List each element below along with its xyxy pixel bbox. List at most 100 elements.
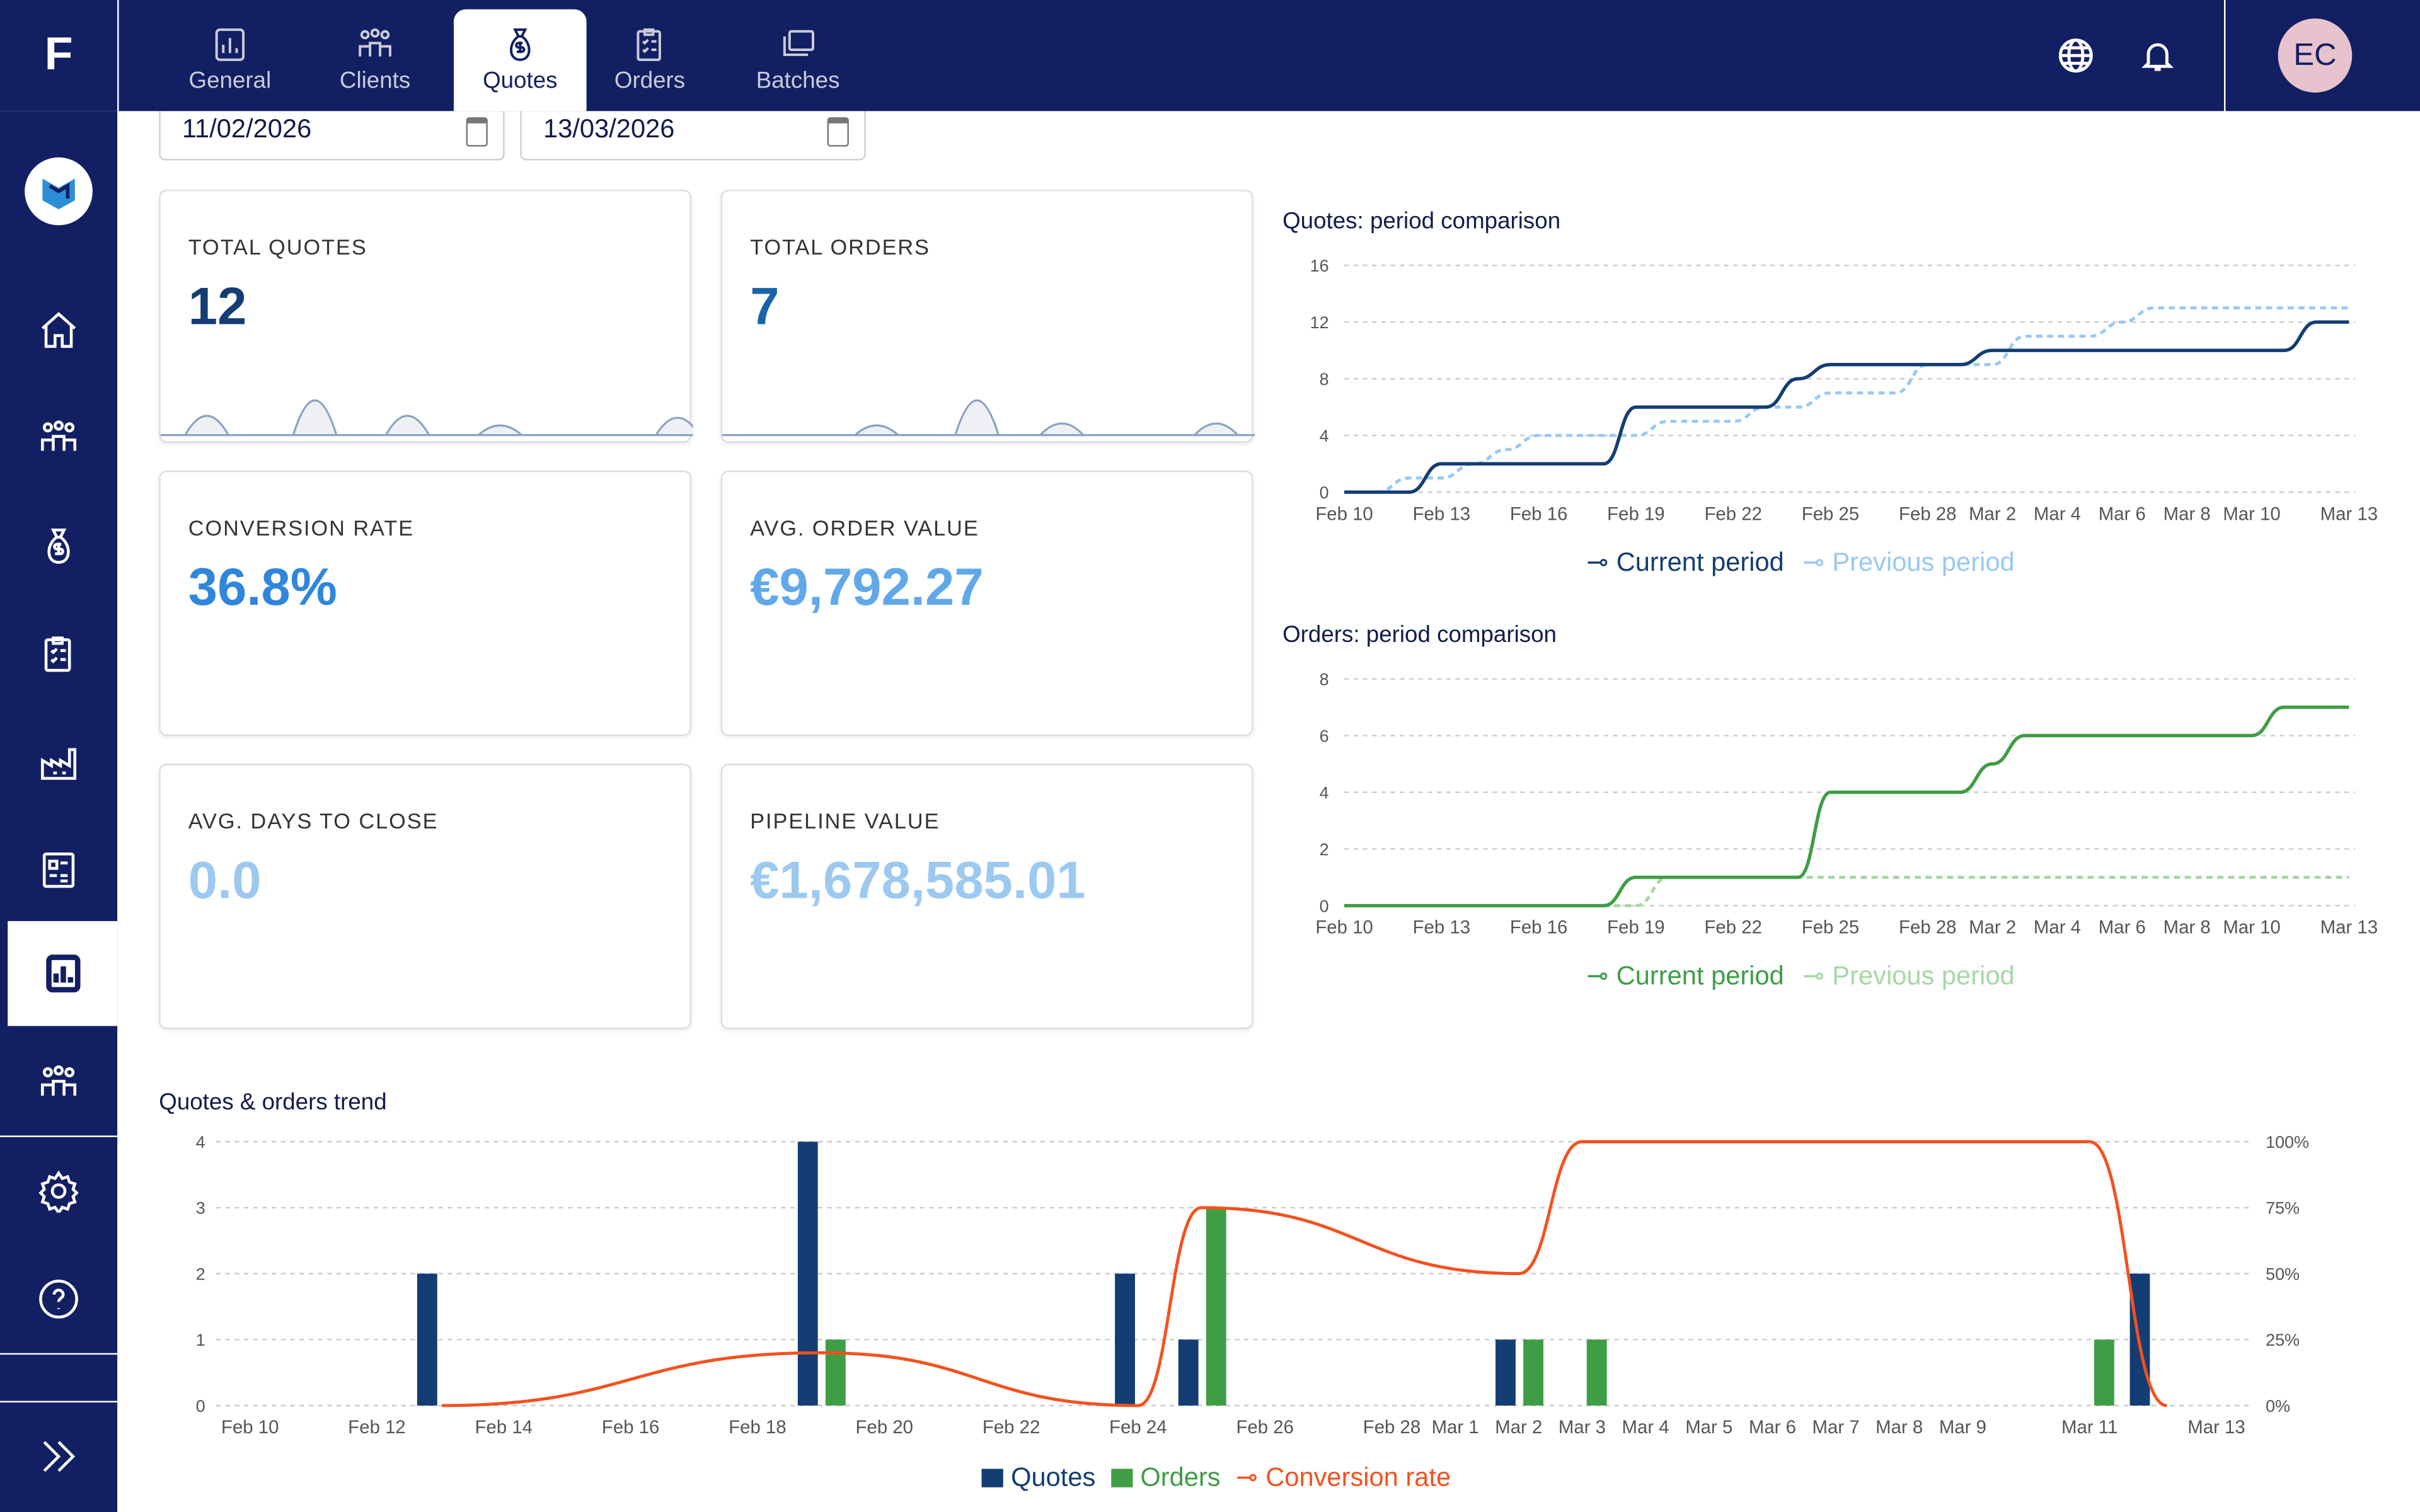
sidebar-item-gear[interactable] [0, 1138, 117, 1244]
x-tick-label: Feb 28 [1363, 1417, 1420, 1438]
sidebar-item-factory[interactable] [0, 710, 117, 815]
sidebar-item-help[interactable] [0, 1247, 117, 1352]
x-tick-label: Mar 8 [2164, 503, 2211, 524]
tab-label: General [188, 67, 272, 94]
sidebar-item-bar-chart[interactable] [8, 921, 118, 1026]
calendar-icon[interactable] [466, 117, 488, 147]
end-date-input[interactable]: 13/03/2026 [520, 111, 866, 161]
money-bag-icon [510, 28, 531, 61]
start-date-value: 11/02/2026 [182, 114, 312, 144]
x-tick-label: Mar 1 [1432, 1417, 1479, 1438]
tab-label: Orders [614, 67, 686, 94]
team-icon [41, 1065, 77, 1096]
legend-current[interactable]: ⊸ Current period [1586, 547, 1784, 577]
tab-label: Batches [756, 67, 840, 94]
legend-previous[interactable]: ⊸ Previous period [1802, 547, 2015, 577]
y-tick-label: 4 [196, 1133, 205, 1152]
x-tick-label: Mar 4 [2034, 503, 2081, 524]
bar-quotes [797, 1142, 818, 1406]
legend-orders[interactable]: Orders [1110, 1463, 1221, 1494]
sidebar-item-users[interactable] [0, 386, 117, 491]
dashboard-icon [42, 852, 75, 888]
y2-tick-label: 50% [2266, 1264, 2300, 1283]
x-tick-label: Mar 6 [2099, 917, 2146, 938]
tab-clients[interactable]: Clients [309, 9, 442, 112]
sidebar-item-expand[interactable] [0, 1404, 117, 1509]
globe-icon[interactable] [2057, 37, 2094, 74]
x-tick-label: Feb 13 [1413, 503, 1470, 524]
x-tick-label: Mar 2 [1495, 1417, 1542, 1438]
series-line-current-period [1344, 320, 2349, 494]
x-tick-label: Feb 22 [1704, 917, 1761, 938]
legend-previous[interactable]: ⊸ Previous period [1802, 961, 2015, 991]
sidebar-item-home[interactable] [0, 278, 117, 383]
trend-chart-title: Quotes & orders trend [159, 1089, 387, 1116]
kpi-label: CONVERSION RATE [188, 515, 415, 541]
sidebar-item-team[interactable] [0, 1031, 117, 1136]
x-tick-label: Feb 25 [1802, 917, 1859, 938]
tab-general[interactable]: General [164, 9, 297, 112]
quotes-chart-title: Quotes: period comparison [1282, 208, 1561, 235]
legend-quotes[interactable]: Quotes [981, 1463, 1095, 1494]
kpi-label: TOTAL QUOTES [188, 234, 367, 260]
layers-icon [783, 30, 814, 56]
x-tick-label: Mar 9 [1939, 1417, 1986, 1438]
sidebar-item-money-bag[interactable] [0, 494, 117, 599]
home-icon [41, 312, 76, 348]
tab-orders[interactable]: Orders [584, 9, 717, 112]
x-tick-label: Feb 22 [1704, 503, 1761, 524]
x-tick-label: Mar 13 [2187, 1417, 2245, 1438]
divider [0, 1135, 118, 1137]
x-tick-label: Feb 10 [221, 1417, 279, 1438]
orders-comparison-chart: 0 2 4 6 8 Feb 10 Feb 13 Feb 16 Feb 19 Feb 22 Feb 2… [1315, 670, 2378, 938]
app-logo[interactable]: F [0, 0, 119, 112]
x-tick-label: Mar 2 [1969, 917, 2016, 938]
legend-current[interactable]: ⊸ Current period [1586, 961, 1784, 991]
calendar-icon[interactable] [827, 117, 849, 147]
kpi-value: €9,792.27 [750, 558, 984, 617]
orders-chart-legend: ⊸ Current period ⊸ Previous period [1587, 961, 2015, 992]
y-tick-label: 16 [1310, 256, 1329, 275]
tab-quotes[interactable]: Quotes [454, 9, 587, 112]
x-tick-label: Mar 8 [1876, 1417, 1923, 1438]
kpi-label: PIPELINE VALUE [750, 808, 940, 833]
legend-conversion[interactable]: ⊸ Conversion rate [1236, 1462, 1451, 1492]
x-tick-label: Feb 10 [1315, 917, 1373, 938]
avatar[interactable]: EC [2278, 18, 2353, 93]
x-tick-label: Mar 11 [2061, 1417, 2118, 1438]
sidebar [0, 111, 118, 1512]
x-tick-label: Feb 22 [982, 1417, 1040, 1438]
start-date-input[interactable]: 11/02/2026 [159, 111, 505, 161]
top-bar: F General Clients Quotes Orders Batches EC [0, 0, 2420, 112]
kpi-value: 12 [188, 277, 247, 336]
x-tick-label: Feb 16 [1510, 503, 1567, 524]
y2-tick-label: 25% [2266, 1331, 2300, 1349]
x-tick-label: Feb 16 [1510, 917, 1567, 938]
x-tick-label: Feb 19 [1607, 917, 1664, 938]
y-tick-label: 6 [1320, 726, 1329, 745]
kpi-card-total-quotes: TOTAL QUOTES 12 [159, 190, 693, 443]
kpi-value: €1,678,585.01 [750, 851, 1086, 910]
sidebar-item-brand-logo[interactable] [0, 139, 117, 244]
y-tick-label: 0 [1320, 483, 1329, 502]
users-icon [359, 28, 391, 57]
kpi-card-total-orders: TOTAL ORDERS 7 [720, 190, 1255, 443]
tab-label: Quotes [483, 67, 558, 94]
bell-icon[interactable] [2139, 37, 2176, 74]
sparkline [722, 399, 1255, 437]
y-tick-label: 3 [196, 1199, 205, 1218]
y2-tick-label: 75% [2266, 1199, 2300, 1218]
sidebar-item-dashboard[interactable] [0, 818, 117, 923]
bar-chart-icon [215, 28, 245, 61]
kpi-label: AVG. DAYS TO CLOSE [188, 808, 439, 833]
x-tick-label: Feb 16 [602, 1417, 659, 1438]
x-tick-label: Feb 18 [729, 1417, 786, 1438]
kpi-card-avg-days-to-close: AVG. DAYS TO CLOSE 0.0 [159, 764, 692, 1029]
series-line-current-period [1344, 705, 2349, 908]
sparkline [160, 399, 693, 437]
sidebar-item-clipboard[interactable] [0, 602, 117, 707]
bar-quotes [1115, 1273, 1135, 1406]
kpi-label: AVG. ORDER VALUE [750, 515, 979, 541]
tab-batches[interactable]: Batches [732, 9, 865, 112]
